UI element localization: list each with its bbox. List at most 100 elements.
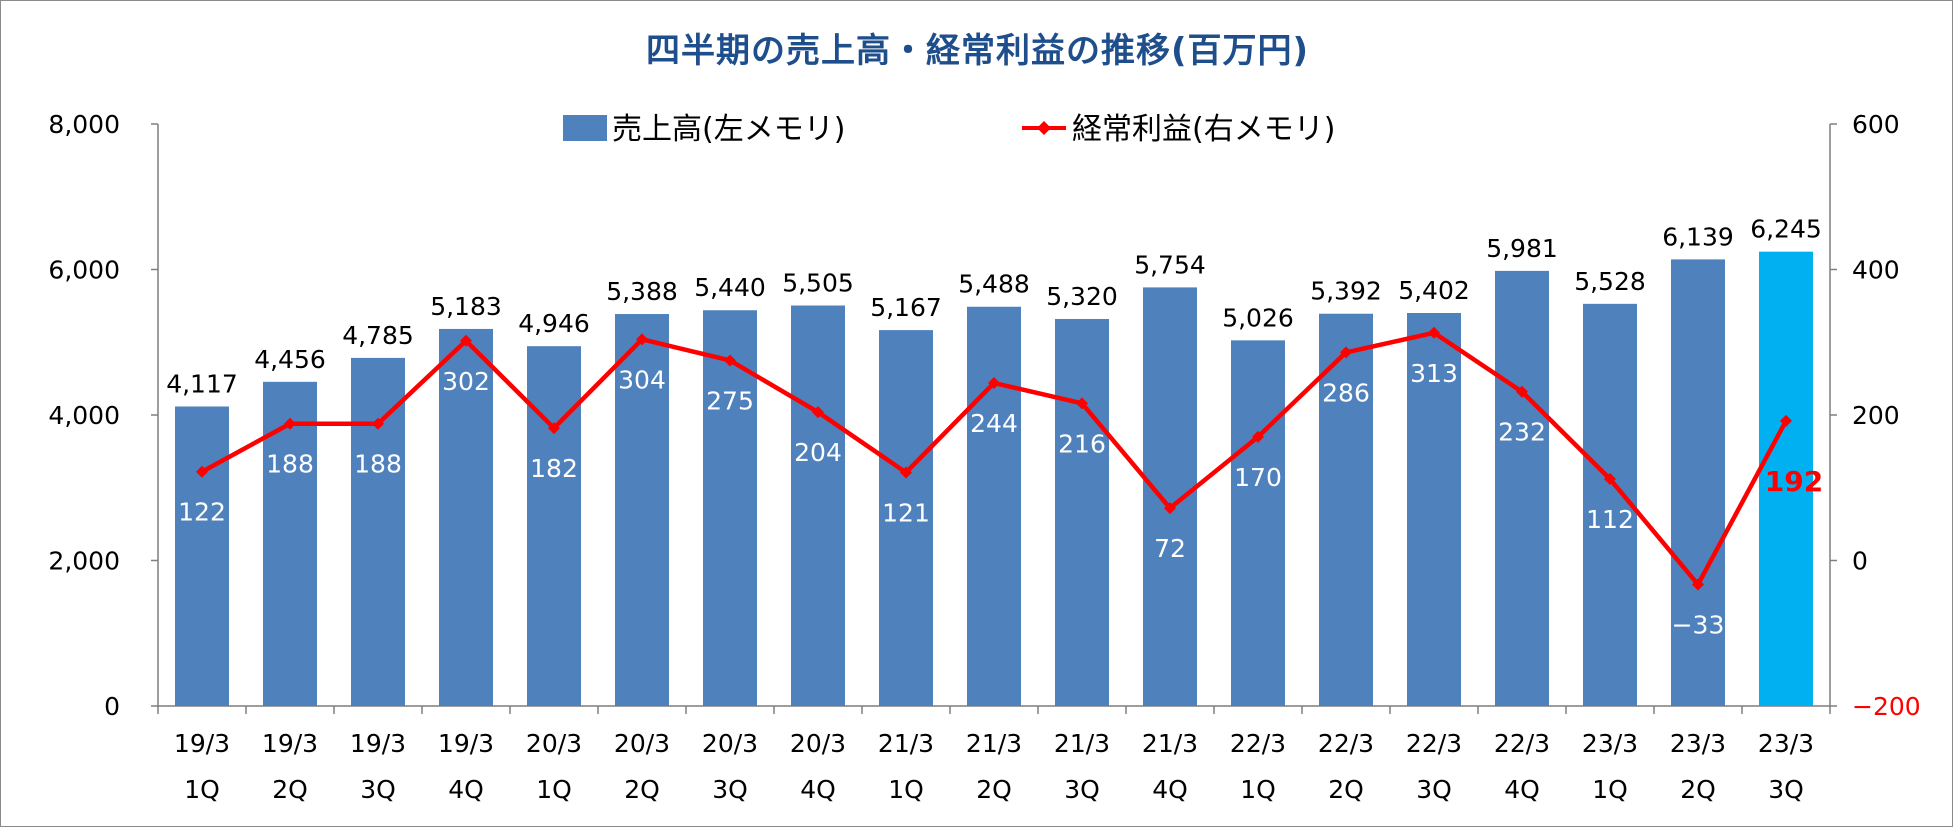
series-point [1076,397,1088,410]
y-left-tick-label: 8,000 [48,110,120,139]
bars [175,251,1813,706]
bar-value-label: 5,754 [1134,250,1206,279]
bar [1055,318,1109,706]
category-label-period: 20/3 [614,729,670,758]
category-label-period: 20/3 [702,729,758,758]
point-value-label: 121 [882,498,930,527]
series-point [636,333,648,346]
y-left-tick-label: 2,000 [48,547,120,576]
legend: 売上高(左メモリ) 経常利益(右メモリ) [563,112,1335,147]
bar [967,306,1021,706]
category-label-period: 22/3 [1494,729,1550,758]
point-value-label: 112 [1586,505,1634,534]
bar-value-label: 5,183 [430,292,502,321]
category-label-period: 21/3 [1142,729,1198,758]
point-value-label: 302 [442,367,490,396]
category-label-period: 19/3 [438,729,494,758]
category-label-quarter: 1Q [536,775,572,804]
y-right-tick-label: 200 [1852,401,1900,430]
bar [615,314,669,706]
category-label-period: 23/3 [1670,729,1726,758]
bar-labels: 4,117 4,456 4,785 5,183 4,946 5,388 5,440 5,505… [166,215,1822,399]
category-label-quarter: 1Q [184,775,220,804]
point-value-label: 192 [1765,465,1823,498]
category-labels: 19/3 1Q 19/3 2Q 19/3 3Q 19/3 4Q 20/3 1Q 20/3 2Q 20/3… [174,729,1814,804]
bar-value-label: 5,488 [958,270,1030,299]
category-label-period: 21/3 [878,729,934,758]
y-right-tick-label: 600 [1852,110,1900,139]
point-value-label: 72 [1154,534,1186,563]
line-series [196,326,1792,591]
category-label-period: 22/3 [1318,729,1374,758]
category-label-period: 21/3 [966,729,1022,758]
bar-value-label: 5,167 [870,293,942,322]
bar-value-label: 5,320 [1046,282,1118,311]
category-label-quarter: 4Q [448,775,484,804]
series-point [1604,473,1616,486]
point-value-label: −33 [1672,611,1725,640]
series-point [196,465,208,478]
bar [1759,251,1813,706]
series-point [988,376,1000,389]
category-label-period: 22/3 [1406,729,1462,758]
bar [1583,303,1637,706]
bar [263,381,317,706]
series-point [812,406,824,419]
bar [1319,313,1373,706]
category-label-quarter: 4Q [800,775,836,804]
bar [1143,287,1197,706]
bar [1407,313,1461,706]
bar [879,330,933,706]
point-value-label: 188 [266,450,314,479]
bar-value-label: 5,026 [1222,303,1294,332]
bar-value-label: 5,392 [1310,277,1382,306]
category-label-quarter: 3Q [1064,775,1100,804]
category-label-period: 23/3 [1582,729,1638,758]
point-value-label: 232 [1498,418,1546,447]
point-value-label: 122 [178,498,226,527]
point-value-label: 313 [1410,359,1458,388]
bar-value-label: 5,440 [694,273,766,302]
series-point [1164,502,1176,515]
series-point [460,334,472,347]
series-point [724,354,736,367]
category-label-quarter: 1Q [1592,775,1628,804]
legend-label-line: 経常利益(右メモリ) [1072,112,1335,147]
category-label-period: 22/3 [1230,729,1286,758]
category-label-period: 20/3 [790,729,846,758]
point-labels: 122 188 188 302 182 304 275 204 121 244 216 72 170 28… [178,359,1823,640]
category-label-quarter: 3Q [712,775,748,804]
bar [1495,270,1549,706]
category-label-period: 23/3 [1758,729,1814,758]
point-value-label: 304 [618,365,666,394]
category-label-quarter: 4Q [1504,775,1540,804]
bar-value-label: 5,505 [782,269,854,298]
category-label-quarter: 1Q [888,775,924,804]
series-point [1428,326,1440,339]
series-point [1252,430,1264,443]
point-value-label: 216 [1058,429,1106,458]
bar-value-label: 6,139 [1662,222,1734,251]
bar-value-label: 4,117 [166,369,238,398]
chart-title: 四半期の売上高・経常利益の推移(百万円) [645,31,1310,71]
series-point [1780,414,1792,427]
series-point [1692,578,1704,591]
point-value-label: 182 [530,454,578,483]
y-right-tick-label: 0 [1852,547,1868,576]
category-label-quarter: 3Q [360,775,396,804]
category-label-quarter: 2Q [624,775,660,804]
bar-value-label: 4,946 [518,309,590,338]
y-left-tick-label: 0 [104,692,120,721]
series-point [900,466,912,479]
category-label-quarter: 4Q [1152,775,1188,804]
bar [1671,259,1725,706]
legend-swatch-bar [563,115,607,141]
bar [527,346,581,706]
bar [175,406,229,706]
bar-value-label: 4,456 [254,345,326,374]
point-value-label: 204 [794,438,842,467]
category-label-quarter: 2Q [272,775,308,804]
series-point [1516,385,1528,398]
series-point [284,417,296,430]
point-value-label: 244 [970,409,1018,438]
